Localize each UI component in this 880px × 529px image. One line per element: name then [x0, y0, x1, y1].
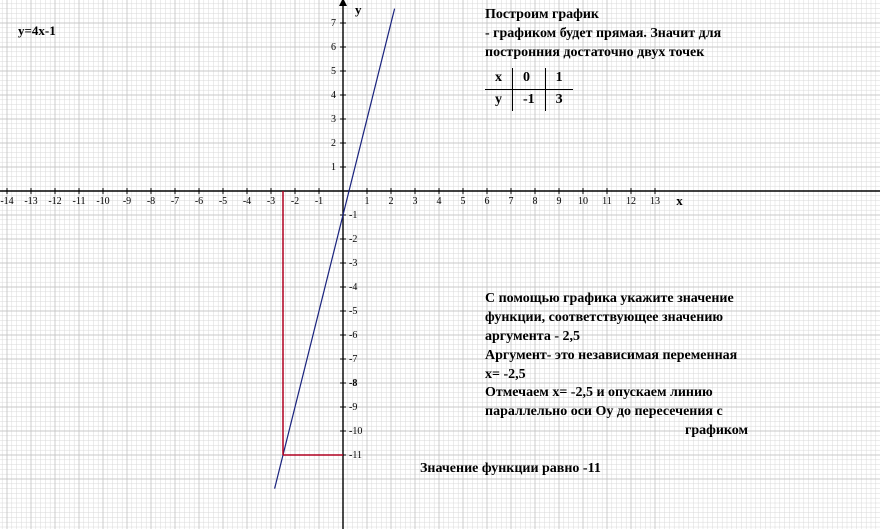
table-cell: 1 — [545, 68, 573, 89]
svg-text:-1: -1 — [315, 196, 323, 207]
explain-line: x= -2,5 — [485, 366, 875, 385]
intro-line-3: постронния достаточно двух точек — [485, 44, 865, 63]
svg-text:5: 5 — [331, 66, 336, 77]
svg-text:-9: -9 — [123, 196, 131, 207]
svg-text:-8: -8 — [349, 378, 357, 389]
svg-text:-1: -1 — [349, 210, 357, 221]
svg-text:3: 3 — [331, 114, 336, 125]
svg-text:y: y — [355, 2, 362, 17]
explain-line: параллельно оси Oy до пересечения с — [485, 403, 875, 422]
answer-line: Значение функции равно -11 — [420, 460, 601, 479]
svg-text:-8: -8 — [147, 196, 155, 207]
svg-text:-6: -6 — [349, 330, 357, 341]
svg-text:6: 6 — [485, 196, 490, 207]
svg-text:-3: -3 — [349, 258, 357, 269]
svg-text:8: 8 — [533, 196, 538, 207]
svg-text:-11: -11 — [349, 450, 362, 461]
svg-text:1: 1 — [331, 162, 336, 173]
table-row-header: y — [485, 89, 513, 110]
svg-text:-5: -5 — [219, 196, 227, 207]
table-cell: -1 — [513, 89, 546, 110]
svg-text:13: 13 — [650, 196, 660, 207]
svg-text:-4: -4 — [243, 196, 251, 207]
explain-line: С помощью графика укажите значение — [485, 290, 875, 309]
table-cell: 3 — [545, 89, 573, 110]
svg-text:10: 10 — [578, 196, 588, 207]
svg-text:-5: -5 — [349, 306, 357, 317]
svg-text:-10: -10 — [349, 426, 362, 437]
svg-text:-9: -9 — [349, 402, 357, 413]
svg-text:11: 11 — [602, 196, 612, 207]
svg-text:4: 4 — [331, 90, 336, 101]
svg-text:6: 6 — [331, 42, 336, 53]
points-table: x 0 1 y -1 3 — [485, 68, 573, 111]
svg-text:2: 2 — [331, 138, 336, 149]
svg-text:5: 5 — [461, 196, 466, 207]
intro-line-2: - графиком будет прямая. Значит для — [485, 25, 865, 44]
svg-text:7: 7 — [331, 18, 336, 29]
svg-text:-4: -4 — [349, 282, 357, 293]
svg-text:1: 1 — [365, 196, 370, 207]
svg-text:-7: -7 — [349, 354, 357, 365]
coordinate-plot: -14-13-12-11-10-9-8-7-6-5-4-3-2-11234567… — [0, 0, 880, 529]
svg-text:-6: -6 — [195, 196, 203, 207]
svg-text:2: 2 — [389, 196, 394, 207]
svg-text:-2: -2 — [349, 234, 357, 245]
svg-text:-3: -3 — [267, 196, 275, 207]
intro-line-1: Построим график — [485, 6, 865, 25]
svg-text:-11: -11 — [73, 196, 86, 207]
svg-text:-12: -12 — [48, 196, 61, 207]
explain-line: функции, соответствующее значению — [485, 309, 875, 328]
intro-block: Построим график - графиком будет прямая.… — [485, 6, 865, 63]
svg-text:-10: -10 — [96, 196, 109, 207]
svg-text:7: 7 — [509, 196, 514, 207]
table-cell: 0 — [513, 68, 546, 89]
svg-text:-13: -13 — [24, 196, 37, 207]
explain-line: графиком — [485, 422, 875, 441]
explain-block: С помощью графика укажите значение функц… — [485, 290, 875, 441]
equation-label: y=4x-1 — [18, 22, 56, 40]
svg-text:-2: -2 — [291, 196, 299, 207]
table-row-header: x — [485, 68, 513, 89]
explain-line: Отмечаем x= -2,5 и опускаем линию — [485, 384, 875, 403]
svg-text:3: 3 — [413, 196, 418, 207]
explain-line: Аргумент- это независимая переменная — [485, 347, 875, 366]
svg-text:x: x — [676, 193, 683, 208]
svg-text:9: 9 — [557, 196, 562, 207]
svg-text:-14: -14 — [0, 196, 13, 207]
svg-text:12: 12 — [626, 196, 636, 207]
explain-line: аргумента - 2,5 — [485, 328, 875, 347]
svg-text:-7: -7 — [171, 196, 179, 207]
svg-text:4: 4 — [437, 196, 442, 207]
